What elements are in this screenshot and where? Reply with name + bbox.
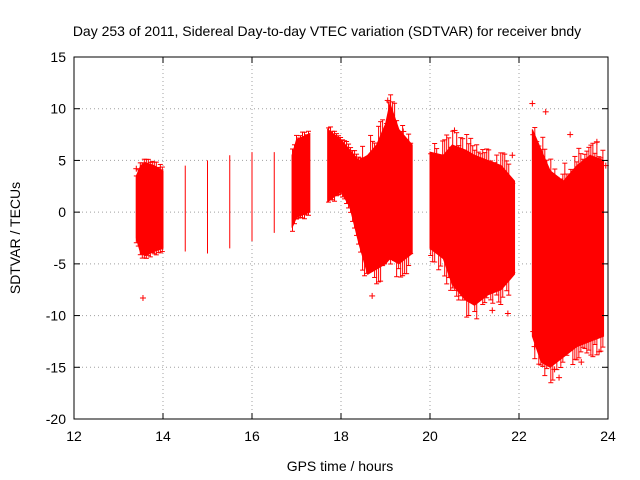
- axes: 12 14 16 18 20 22 24 -20 -15 -10 -5 0 5 10 15: [46, 49, 616, 444]
- data-point: [578, 359, 585, 366]
- x-axis-label: GPS time / hours: [287, 458, 394, 474]
- y-tick-label: -5: [54, 256, 67, 272]
- data-point: [489, 307, 496, 314]
- data-point: [531, 343, 538, 350]
- y-tick-label: -20: [46, 411, 66, 427]
- y-tick-label: 5: [58, 152, 66, 168]
- data-point: [542, 108, 549, 115]
- y-tick-label: 0: [58, 204, 66, 220]
- y-tick-label: -15: [46, 359, 66, 375]
- x-tick-label: 24: [600, 428, 616, 444]
- chart-title: Day 253 of 2011, Sidereal Day-to-day VTE…: [73, 23, 581, 39]
- data-point: [509, 152, 516, 159]
- data-point: [596, 348, 603, 355]
- x-tick-label: 20: [422, 428, 438, 444]
- x-tick-label: 14: [155, 428, 171, 444]
- y-tick-label: 10: [50, 101, 66, 117]
- data-point: [369, 292, 376, 299]
- data-series: [133, 94, 609, 384]
- data-point: [556, 374, 563, 381]
- data-point: [384, 97, 391, 104]
- x-tick-label: 18: [333, 428, 349, 444]
- data-point: [567, 131, 574, 138]
- x-tick-label: 12: [66, 428, 82, 444]
- data-point: [504, 310, 511, 317]
- data-point: [400, 128, 407, 135]
- x-tick-label: 22: [511, 428, 527, 444]
- data-point: [593, 138, 600, 145]
- y-axis-label: SDTVAR / TECUs: [7, 182, 23, 294]
- data-point: [133, 165, 140, 172]
- y-tick-label: -10: [46, 308, 66, 324]
- y-tick-label: 15: [50, 49, 66, 65]
- data-point: [529, 100, 536, 107]
- x-tick-label: 16: [244, 428, 260, 444]
- data-point: [451, 127, 458, 134]
- data-point: [139, 294, 146, 301]
- data-point: [551, 366, 558, 373]
